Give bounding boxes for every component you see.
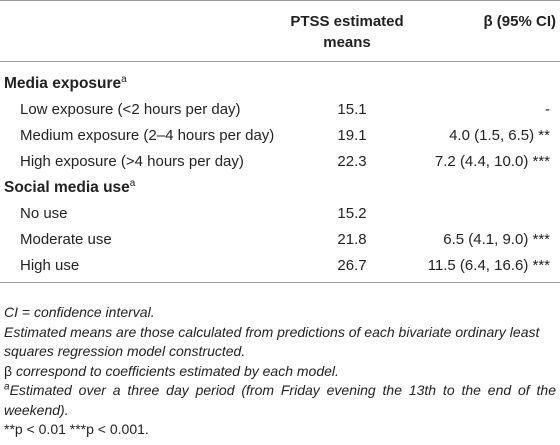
table-row: Moderate use 21.8 6.5 (4.1, 9.0) *** xyxy=(0,226,560,252)
table-footnotes: CI = confidence interval. Estimated mean… xyxy=(4,303,556,440)
section-row-media-exposure: Media exposurea xyxy=(0,62,560,97)
footnote-beta-text: correspond to coefficients estimated by … xyxy=(12,362,339,379)
row-mean: 26.7 xyxy=(282,252,412,283)
row-label: High exposure (>4 hours per day) xyxy=(20,152,244,170)
table-row: High use 26.7 11.5 (6.4, 16.6) *** xyxy=(0,252,560,283)
results-table-container: PTSS estimated means β (95% CI) Media ex… xyxy=(0,0,560,283)
table-row: No use 15.2 xyxy=(0,200,560,226)
row-label: Moderate use xyxy=(20,230,112,248)
section-title-social-media-use: Social media usea xyxy=(0,174,560,200)
footnote-beta: β correspond to coefficients estimated b… xyxy=(4,362,556,382)
section-row-social-media-use: Social media usea xyxy=(0,174,560,200)
row-mean: 22.3 xyxy=(337,152,367,170)
footnote-a-text: Estimated over a three day period (from … xyxy=(4,382,556,418)
table-row: Medium exposure (2–4 hours per day) 19.1… xyxy=(0,122,560,148)
row-label: High use xyxy=(0,252,282,283)
row-mean: 19.1 xyxy=(337,126,367,144)
row-mean: 15.2 xyxy=(337,204,367,222)
row-mean: 21.8 xyxy=(337,230,367,248)
beta-symbol: β xyxy=(4,362,13,379)
row-mean: 15.1 xyxy=(337,100,367,118)
footnote-marker-a: a xyxy=(4,381,10,393)
row-beta: 11.5 (6.4, 16.6) *** xyxy=(412,252,560,283)
row-label: No use xyxy=(20,204,68,222)
header-col1 xyxy=(0,0,282,62)
table-row: Low exposure (<2 hours per day) 15.1 - xyxy=(0,96,560,122)
footnote-p-values: **p < 0.01 ***p < 0.001. xyxy=(4,421,149,437)
row-label: Low exposure (<2 hours per day) xyxy=(20,100,241,118)
footnote-a: aEstimated over a three day period (from… xyxy=(4,381,556,420)
footnote-marker-a: a xyxy=(121,73,127,85)
row-beta xyxy=(412,200,560,226)
footnote-estimated-means: Estimated means are those calculated fro… xyxy=(4,323,540,360)
footnote-marker-a: a xyxy=(129,177,136,189)
header-beta-ci: β (95% CI) xyxy=(412,0,560,62)
section-title-text: Media exposure xyxy=(4,74,122,92)
table-row: High exposure (>4 hours per day) 22.3 7.… xyxy=(0,148,560,174)
row-beta: - xyxy=(545,100,550,118)
table-header-row: PTSS estimated means β (95% CI) xyxy=(0,0,560,62)
section-title-media-exposure: Media exposurea xyxy=(0,62,560,97)
row-beta: 7.2 (4.4, 10.0) *** xyxy=(434,152,550,170)
row-beta: 4.0 (1.5, 6.5) ** xyxy=(449,126,550,144)
header-ptss-means: PTSS estimated means xyxy=(282,0,412,62)
row-label: Medium exposure (2–4 hours per day) xyxy=(20,126,275,144)
footnote-ci: CI = confidence interval. xyxy=(4,304,155,320)
section-title-text: Social media use xyxy=(4,178,130,196)
row-beta: 6.5 (4.1, 9.0) *** xyxy=(443,230,550,248)
results-table: PTSS estimated means β (95% CI) Media ex… xyxy=(0,0,560,283)
